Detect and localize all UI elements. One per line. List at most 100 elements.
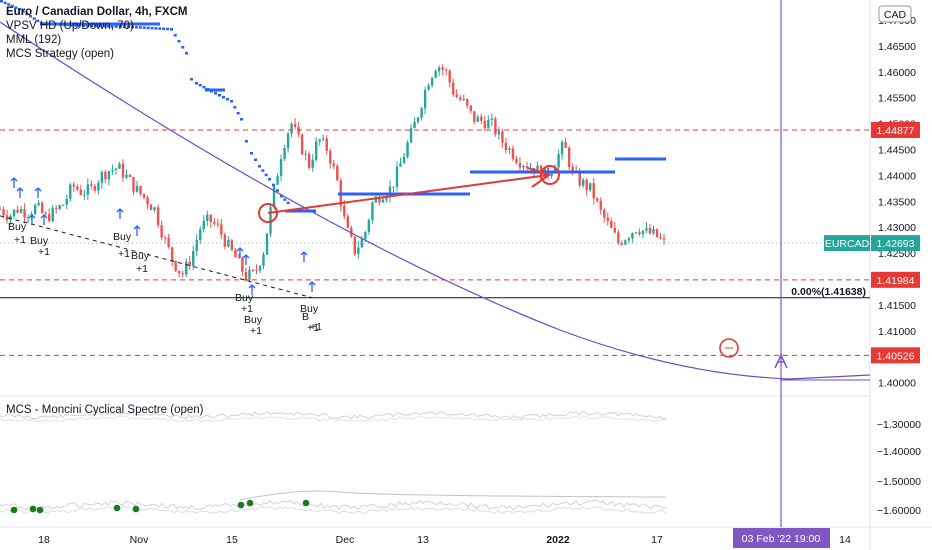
mcs-signal-dot[interactable] [246, 499, 254, 507]
candle-body [62, 204, 65, 206]
mcs-signal-dot[interactable] [237, 501, 245, 509]
mcs-signal-dot[interactable] [29, 505, 37, 513]
mml-dot [110, 25, 114, 28]
mml-dot [21, 10, 25, 13]
candle-body [332, 163, 335, 166]
candle-body [364, 231, 367, 239]
mml-dot [233, 106, 237, 109]
candle-body [501, 131, 504, 143]
price-badge-1-40526-bg[interactable] [871, 347, 920, 364]
candle-body [170, 247, 174, 262]
crosshair-arrow-icon [774, 353, 788, 369]
red-arrow-line[interactable] [267, 174, 549, 214]
mml-dot [150, 26, 154, 30]
candle-body [12, 209, 16, 216]
candle-body [508, 148, 511, 150]
buy-arrow-icon [16, 187, 24, 198]
symbol-badge-bg[interactable] [824, 235, 870, 252]
price-badge-1-44877-bg[interactable] [871, 121, 920, 138]
mcs-signal-dot[interactable] [113, 504, 121, 512]
candle-body [550, 172, 553, 176]
candle-body [185, 261, 188, 275]
candle-body [160, 225, 163, 238]
candle-body [104, 171, 107, 180]
regression-curve[interactable] [0, 21, 871, 380]
candle-body [153, 207, 156, 210]
candle-body [504, 142, 508, 150]
mml-dot [118, 25, 122, 28]
mcs-signal-dot[interactable] [10, 506, 18, 514]
mcs-tick-label: −1.60000 [877, 505, 921, 517]
price-tick-label: 1.40000 [878, 378, 916, 390]
candle-body [385, 196, 388, 200]
mml-dot [268, 178, 271, 181]
buy-signal-label: +1 [38, 246, 50, 258]
price-tick-label: 1.43000 [878, 222, 916, 234]
mml-dot [18, 8, 21, 11]
currency-badge[interactable] [878, 5, 912, 23]
mcs-tick-label: −1.40000 [877, 446, 921, 458]
trend-line[interactable] [0, 215, 313, 299]
fib-label: 0.00%(1.41638) [791, 286, 866, 298]
mml-dot [98, 24, 102, 28]
indicator-mml[interactable]: MML (192) [6, 34, 62, 46]
buy-signal-label: Buy [244, 314, 263, 326]
mcs-signal-dot[interactable] [132, 505, 140, 513]
candle-body [90, 184, 93, 187]
candle-body [399, 163, 402, 167]
mml-dot [181, 46, 185, 49]
candle-body [606, 217, 609, 222]
time-label: 2022 [546, 534, 570, 546]
buy-arrow-icon [242, 254, 250, 265]
candle-body [525, 166, 529, 169]
red-circle-marker[interactable] [258, 203, 278, 223]
candle-body [65, 198, 68, 205]
candle-body [272, 184, 276, 207]
mcs-signal-dot[interactable] [36, 506, 44, 514]
mml-dot [280, 195, 283, 198]
buy-signal-label: Buy [235, 292, 254, 304]
candle-body [617, 232, 620, 243]
candle-body [522, 166, 525, 168]
mml-dot [264, 173, 268, 177]
candle-body [86, 184, 90, 195]
price-badge-1-44877: 1.44877 [877, 125, 915, 137]
candle-body [248, 269, 251, 280]
time-label: Nov [130, 534, 149, 546]
candle-body [462, 98, 465, 100]
mcs-signal-dot[interactable] [302, 499, 310, 507]
candle-body [244, 271, 248, 280]
red-circle-target[interactable] [719, 338, 739, 358]
crosshair-time-badge[interactable] [733, 528, 830, 548]
indicator-mcs-strategy[interactable]: MCS Strategy (open) [6, 48, 115, 60]
candle-body [409, 128, 413, 143]
last-price-badge-bg[interactable] [871, 235, 920, 252]
time-label: 13 [417, 534, 429, 546]
candle-body [469, 105, 472, 112]
candle-body [114, 168, 118, 170]
buy-signal-label: Buy [113, 231, 132, 243]
candle-body [139, 186, 142, 194]
candle-body [19, 209, 23, 213]
lower-pane-title[interactable]: MCS - Moncini Cyclical Spectre (open) [6, 404, 204, 416]
last-price-badge: 1.42693 [877, 238, 915, 250]
red-circle-marker[interactable] [540, 165, 560, 185]
candle-body [350, 227, 353, 237]
candle-body [23, 209, 26, 218]
candle-body [497, 131, 501, 135]
candle-body [44, 213, 47, 215]
candle-body [589, 183, 592, 190]
candle-body [336, 165, 339, 181]
buy-signal-label: B [302, 311, 309, 323]
mml-dot [7, 3, 11, 6]
symbol-title[interactable]: Euro / Canadian Dollar, 4h, FXCM [6, 6, 188, 18]
candle-body [132, 177, 135, 192]
candle-body [209, 214, 212, 222]
price-badge-1-41984-bg[interactable] [871, 271, 920, 288]
candle-body [367, 219, 371, 232]
indicator-vpsv[interactable]: VPSV HD (Up/Down, 70) [6, 20, 134, 32]
buy-signal-label: +1 [310, 321, 322, 333]
candle-body [641, 230, 645, 235]
